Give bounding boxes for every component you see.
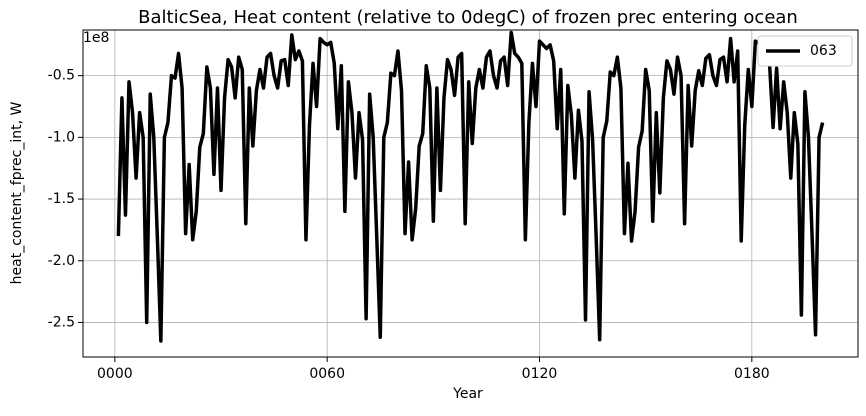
- chart-title: BalticSea, Heat content (relative to 0de…: [138, 7, 798, 28]
- x-tick-label: 0120: [522, 366, 558, 382]
- y-tick-label: -0.5: [48, 68, 75, 84]
- plot-frame: [82, 29, 859, 358]
- y-tick-label: -1.0: [48, 129, 75, 145]
- x-axis-label: Year: [452, 386, 483, 402]
- x-tick-label: 0180: [734, 366, 770, 382]
- y-tick-label: -2.5: [48, 314, 75, 330]
- y-tick-label: -1.5: [48, 191, 75, 207]
- legend-label: 063: [810, 43, 837, 59]
- data-line: [116, 30, 825, 343]
- x-tick-label: 0060: [309, 366, 345, 382]
- x-tick-label: 0000: [97, 366, 133, 382]
- y-axis-label: heat_content_fprec_int, W: [9, 101, 25, 284]
- legend-box: [757, 35, 853, 67]
- y-offset-label: 1e8: [83, 30, 109, 46]
- y-tick-label: -2.0: [48, 253, 75, 269]
